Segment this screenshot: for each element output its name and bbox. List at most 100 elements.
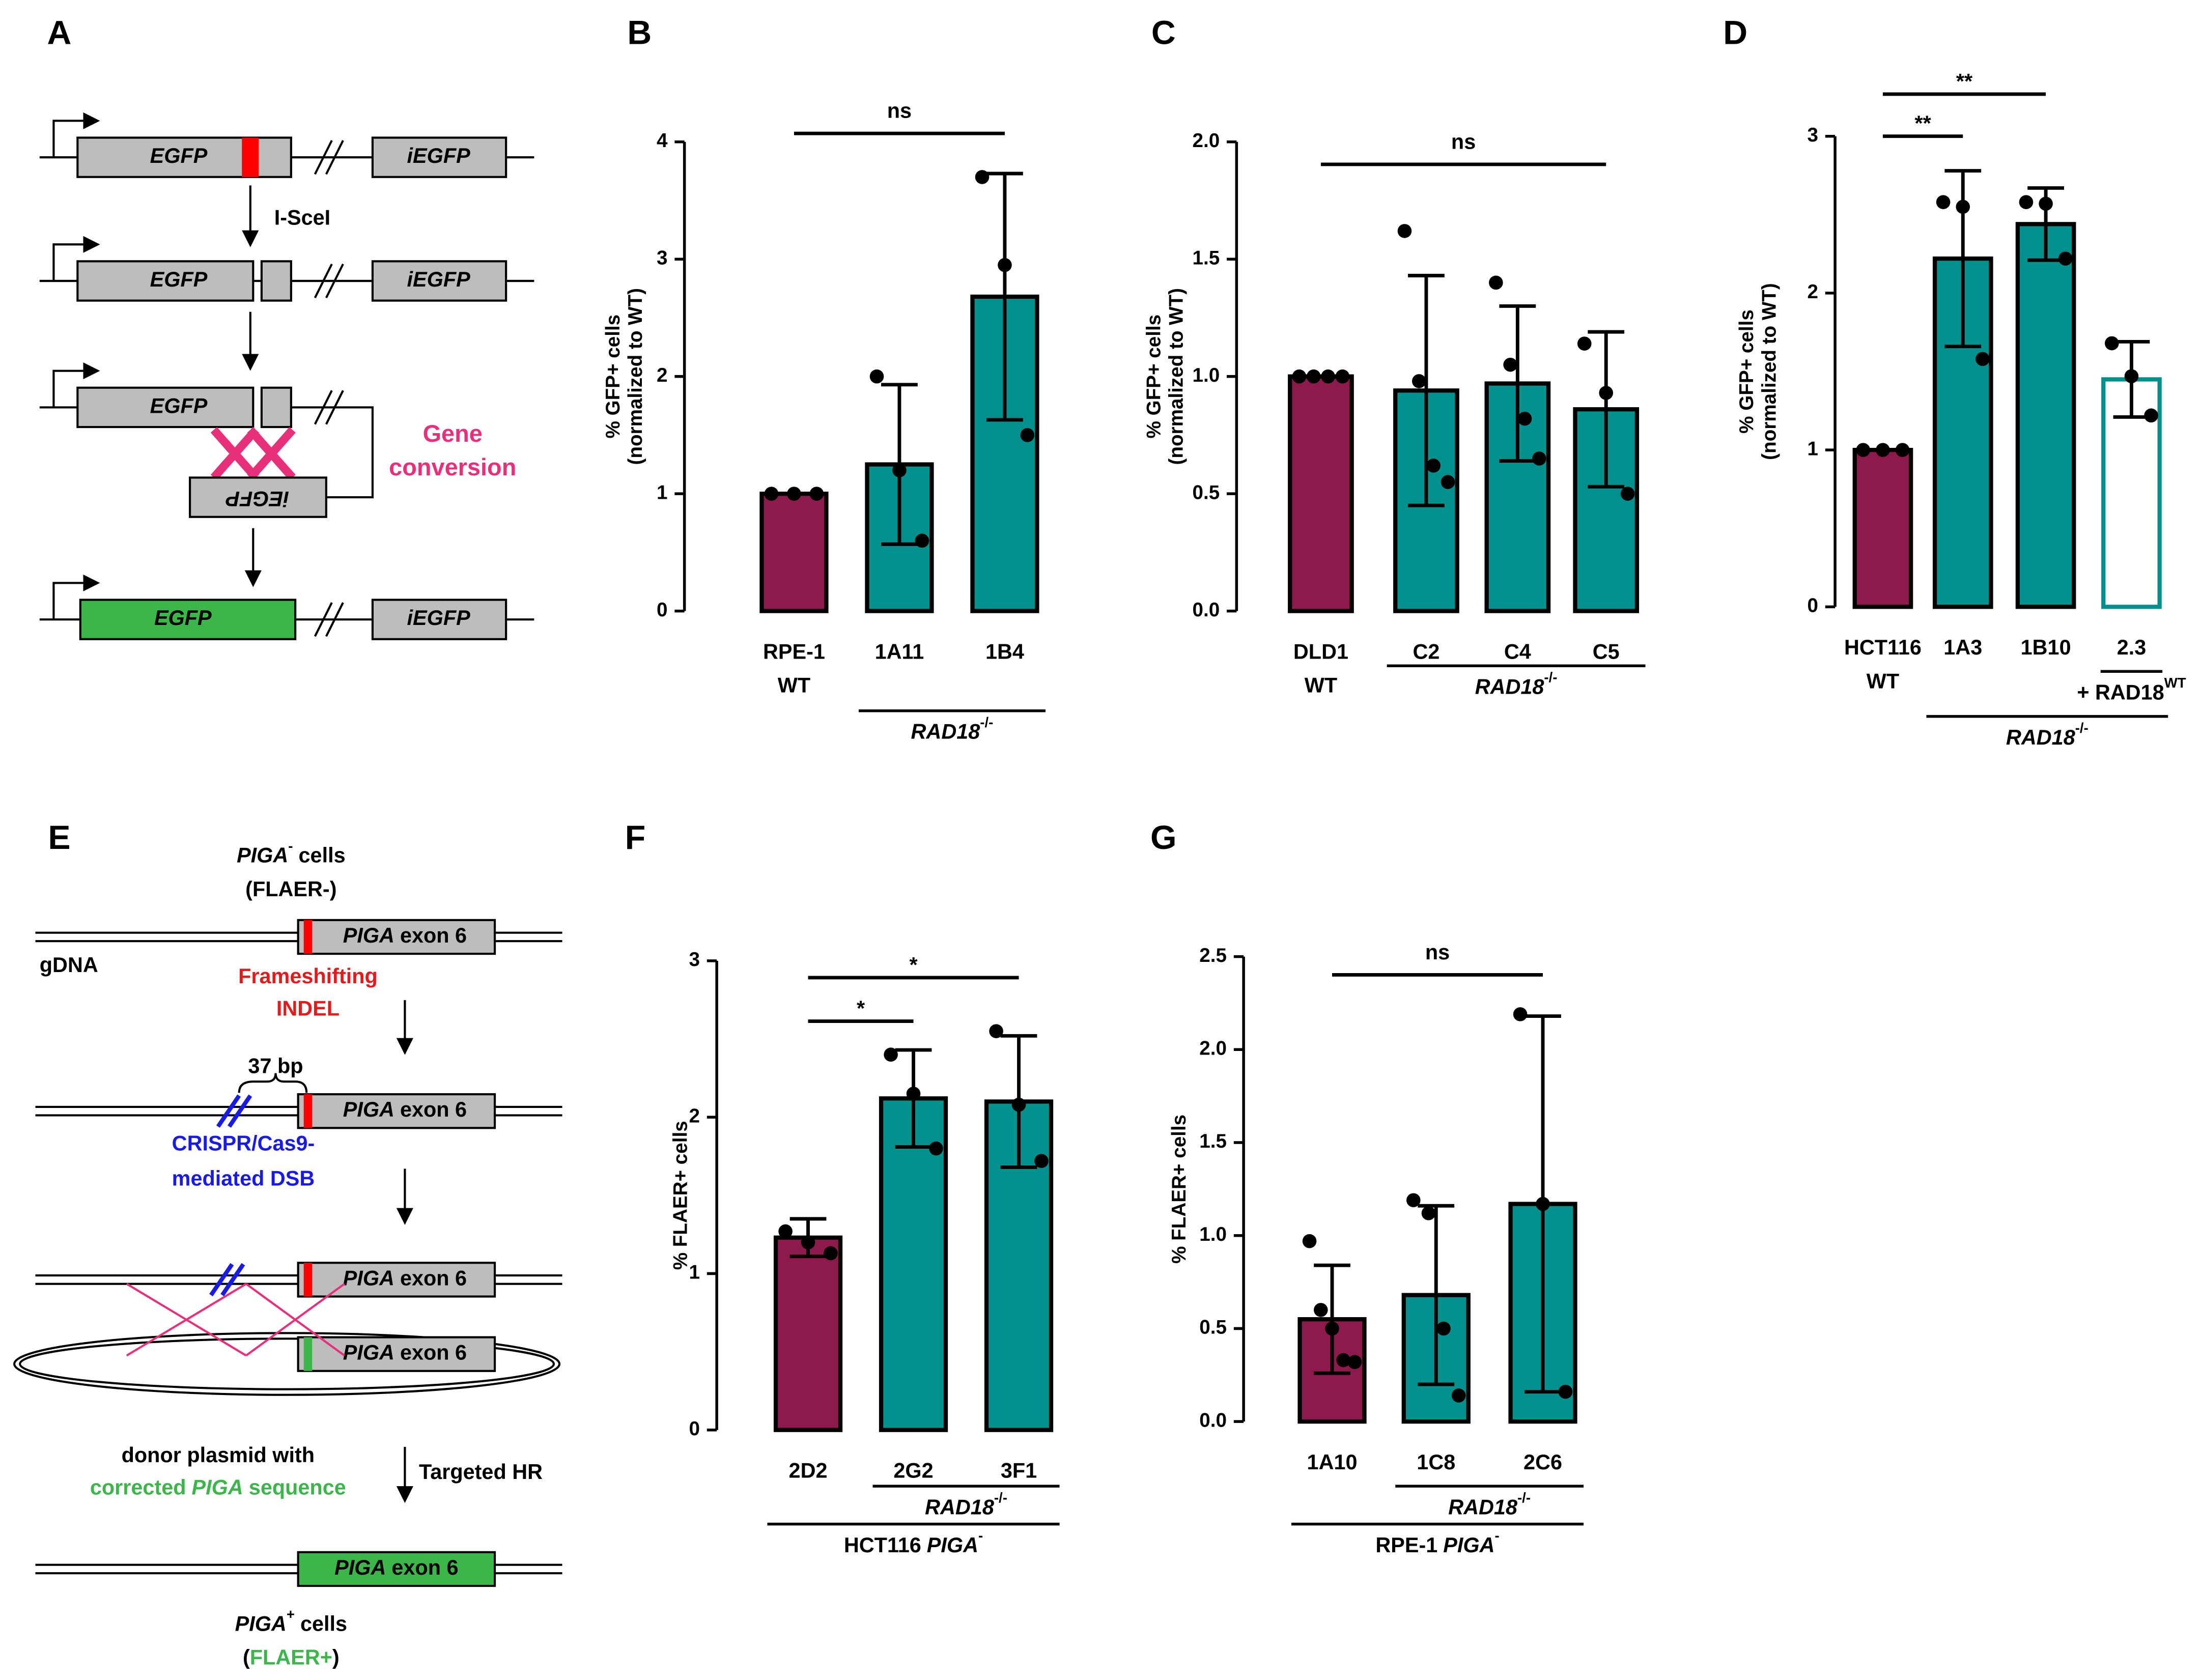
data-point [2124, 369, 2139, 384]
break [314, 263, 344, 299]
text-part: - [978, 1528, 983, 1544]
text-part: WT [2164, 675, 2186, 691]
state-note: (FLAER-) [245, 877, 336, 901]
exon-box [297, 1336, 496, 1372]
text: cells [300, 1612, 347, 1635]
y-tick-label: 2 [657, 364, 667, 386]
y-tick-label: 1 [657, 481, 667, 503]
crossover [126, 1283, 345, 1357]
enzyme: I-SceI [274, 206, 330, 230]
data-point [998, 258, 1012, 272]
x-tick-label: 1B4 [985, 640, 1024, 663]
gene-box [371, 136, 507, 178]
text-part: RAD18 [911, 720, 980, 744]
y-axis-label: (normalized to WT) [1758, 283, 1780, 460]
text-part: -/- [2075, 720, 2088, 736]
data-point [1011, 1097, 1026, 1112]
promoter [52, 362, 100, 408]
data-point [1034, 1154, 1049, 1168]
significance-label: * [909, 953, 918, 977]
y-tick-label: 0 [689, 1418, 700, 1440]
exon-label: PIGA exon 6 [343, 924, 467, 947]
break [314, 390, 344, 425]
x-tick-label: HCT116 [1844, 636, 1922, 659]
data-point [975, 170, 990, 184]
data-point [1314, 1303, 1328, 1317]
y-tick-label: 0 [1808, 595, 1818, 617]
x-tick-label: 1C8 [1417, 1450, 1455, 1474]
text-part: RPE-1 [1375, 1533, 1437, 1557]
x-tick-label: 2C6 [1523, 1450, 1562, 1474]
data-point [1306, 369, 1321, 384]
data-point [1336, 1353, 1351, 1368]
hr-label: Targeted HR [419, 1460, 543, 1484]
panel-label: D [1723, 14, 1747, 52]
brace [238, 1073, 308, 1093]
y-axis-label: (normalized to WT) [625, 288, 646, 465]
y-tick-label: 1.5 [1199, 1130, 1227, 1152]
exon-label: PIGA exon 6 [343, 1098, 467, 1121]
gene-label: iEGFP [407, 144, 471, 167]
group-label: RAD18-/- [2006, 720, 2088, 749]
dsb-label: CRISPR/Cas9- [172, 1131, 315, 1155]
y-axis-label: % FLAER+ cells [1168, 1115, 1190, 1264]
gene-box [189, 476, 327, 518]
x-tick-label: RPE-1 [763, 640, 825, 663]
extra-label: + RAD18WT [2077, 675, 2186, 704]
significance-label: ns [1425, 941, 1450, 964]
data-point [1292, 369, 1307, 384]
x-tick-label: WT [1867, 669, 1899, 693]
y-tick-label: 1.0 [1199, 1223, 1227, 1245]
text-part: + RAD18 [2077, 680, 2164, 704]
y-tick-label: 3 [1808, 124, 1818, 146]
dsb [216, 1094, 252, 1128]
data-point [906, 1087, 921, 1101]
group-label: RAD18-/- [1448, 1490, 1531, 1519]
panel-label: C [1151, 14, 1176, 52]
text-part: -/- [1517, 1490, 1531, 1505]
gene-label: iEGFP [407, 268, 471, 291]
data-point [1620, 487, 1635, 501]
dsb-label: mediated DSB [172, 1166, 315, 1190]
data-point [1426, 459, 1441, 473]
indel-label: INDEL [276, 996, 340, 1020]
data-point [1517, 411, 1532, 426]
bar [759, 492, 829, 613]
data-point [1325, 1321, 1339, 1336]
state-label: PIGA+ cells [235, 1606, 347, 1635]
gene-label: EGFP [150, 144, 208, 167]
data-point [2019, 195, 2034, 209]
y-tick-label: 2.0 [1199, 1038, 1227, 1060]
data-point [1451, 1388, 1466, 1403]
data-point [801, 1235, 815, 1249]
gene-label: EGFP [150, 268, 208, 291]
significance-label: ns [887, 99, 912, 123]
gene-label: iEGFP [225, 487, 289, 510]
exon-box [297, 1093, 496, 1129]
data-point [1536, 1197, 1550, 1211]
bar [2015, 222, 2076, 609]
bar [1288, 374, 1354, 613]
gene-label: iEGFP [407, 606, 471, 630]
y-tick-label: 0.0 [1193, 599, 1220, 621]
panel-label: A [47, 14, 72, 52]
text: ( [243, 1646, 250, 1669]
bar [773, 1235, 843, 1432]
text-part: -/- [994, 1490, 1007, 1505]
text-part: -/- [1544, 669, 1557, 685]
data-point [1397, 224, 1412, 238]
y-axis-label: % FLAER+ cells [669, 1121, 691, 1270]
text-part: RAD18 [1448, 1495, 1517, 1519]
plasmid [19, 1337, 555, 1390]
indel [303, 920, 313, 954]
data-point [1876, 443, 1890, 457]
gene-box [260, 260, 292, 302]
y-axis-label: % GFP+ cells [1736, 309, 1758, 434]
data-point [1347, 1355, 1362, 1370]
crossover [210, 427, 296, 480]
group-label: RAD18-/- [911, 715, 994, 744]
gene: PIGA [343, 1098, 394, 1121]
gene-box [79, 599, 297, 640]
break [314, 602, 344, 637]
data-point [1532, 451, 1546, 466]
